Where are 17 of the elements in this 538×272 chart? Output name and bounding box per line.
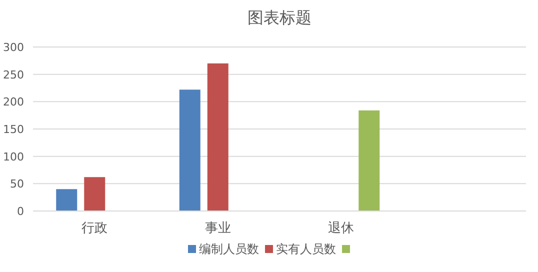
y-tick-label: 150 [3, 123, 24, 136]
legend-label: 实有人员数 [276, 242, 336, 256]
title: 图表标题 [248, 8, 312, 27]
x-tick-label: 行政 [82, 221, 108, 236]
bar [179, 90, 200, 211]
bar [56, 189, 78, 211]
y-tick-label: 100 [3, 150, 24, 164]
y-tick-label: 50 [10, 178, 24, 191]
y-tick-label: 0 [17, 205, 24, 218]
y-tick-label: 300 [3, 41, 24, 54]
bar [84, 177, 106, 211]
y-tick-label: 250 [3, 68, 24, 82]
legend-label: 编制人员数 [199, 242, 259, 256]
x-tick-label: 退休 [328, 221, 354, 236]
bar [207, 63, 228, 211]
x-tick-label: 事业 [204, 221, 231, 236]
y-tick-label: 200 [3, 96, 24, 109]
